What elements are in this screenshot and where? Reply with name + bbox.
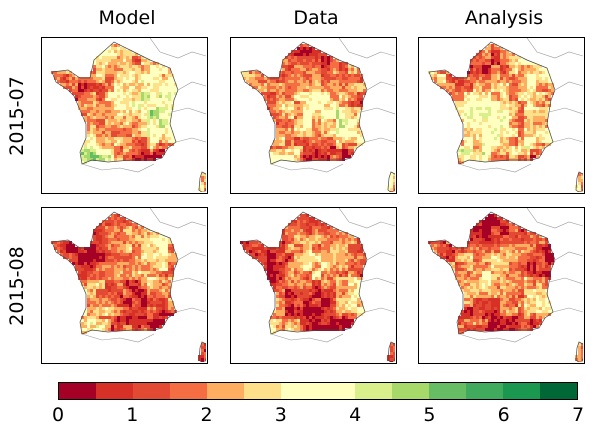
border-line [548,277,583,285]
colorbar-segment [355,383,392,399]
border-line [554,251,583,261]
border-line [554,81,583,91]
colorbar-segment [281,383,318,399]
column-title-analysis: Analysis [464,7,544,29]
border-line [366,251,395,261]
border-line [270,163,344,173]
france-map-svg [51,208,206,362]
border-line [270,333,344,343]
border-line [364,307,395,313]
coastline-outline [51,211,179,335]
colorbar-tick-label: 1 [126,404,139,426]
column-title-model: Model [98,7,156,29]
colorbar-tick-label: 0 [51,404,65,426]
colorbar-tick-label: 7 [571,404,585,426]
border-line [177,251,206,261]
map-panel-model-2015-07 [41,37,208,194]
map-panel-analysis-2015-07 [418,37,585,194]
border-line [364,137,395,143]
coastline-outline [51,41,179,165]
colorbar-tick-label: 4 [349,404,362,426]
border-line [171,277,206,285]
coastline-outline [428,211,556,335]
coastline-outline [240,211,368,335]
border-line [552,137,583,143]
colorbar-tick-label: 5 [423,404,436,426]
france-map-svg [428,38,583,192]
coastline-outline [240,41,368,165]
colorbar-segment [466,383,503,399]
border-line [177,81,206,91]
colorbar-segment [207,383,244,399]
coastline-outline [387,341,395,362]
coastline-outline [428,41,556,165]
map-panel-data-2015-07 [230,37,397,194]
column-title-data: Data [293,7,339,29]
border-line [526,208,583,229]
coastline-outline [198,171,206,192]
border-line [548,107,583,115]
border-line [360,107,395,115]
row-label-2015-07: 2015-07 [6,76,28,156]
colorbar-segment [244,383,281,399]
coastline-outline [387,171,395,192]
colorbar-segment [429,383,466,399]
border-line [552,307,583,313]
border-line [171,107,206,115]
colorbar-tick-label: 2 [200,404,213,426]
colorbar [58,382,578,400]
colorbar-segment [318,383,355,399]
colorbar-segment [59,383,96,399]
row-label-2015-08: 2015-08 [6,246,28,326]
colorbar-segment [133,383,170,399]
france-map-svg [51,38,206,192]
border-line [149,208,206,229]
border-line [149,38,206,59]
france-map-svg [428,208,583,362]
france-map-svg [240,38,395,192]
border-line [81,163,155,173]
colorbar-segment [503,383,540,399]
border-line [81,333,155,343]
border-line [338,208,395,229]
coastline-outline [198,341,206,362]
border-line [526,38,583,59]
border-line [458,163,532,173]
border-line [360,277,395,285]
border-line [175,137,206,143]
map-panel-data-2015-08 [230,207,397,364]
border-line [366,81,395,91]
map-panel-analysis-2015-08 [418,207,585,364]
france-map-svg [240,208,395,362]
colorbar-segment [540,383,577,399]
colorbar-tick-label: 3 [274,404,287,426]
coastline-outline [575,341,583,362]
map-panel-model-2015-08 [41,207,208,364]
colorbar-segment [96,383,133,399]
colorbar-segment [392,383,429,399]
border-line [175,307,206,313]
colorbar-tick-label: 6 [497,404,510,426]
coastline-outline [575,171,583,192]
colorbar-segment [170,383,207,399]
border-line [458,333,532,343]
border-line [338,38,395,59]
